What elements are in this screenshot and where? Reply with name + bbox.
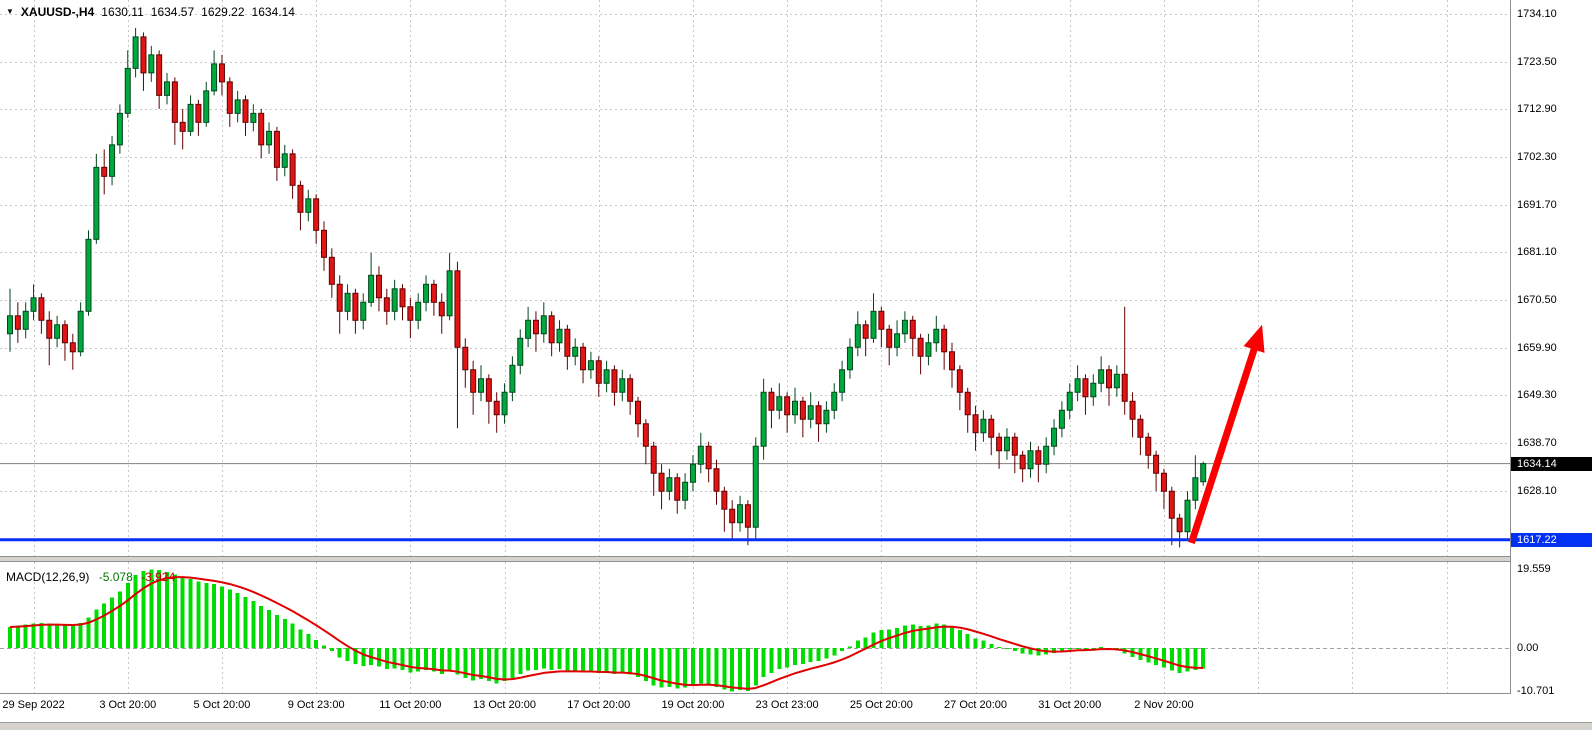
price-tick-label: 1628.10 <box>1517 484 1557 497</box>
candlestick-chart[interactable] <box>0 0 1510 556</box>
macd-indicator-pane[interactable] <box>0 562 1510 694</box>
price-tick-label: 1659.90 <box>1517 341 1557 354</box>
price-tick-label: 1702.30 <box>1517 150 1557 163</box>
time-tick-label: 17 Oct 20:00 <box>567 699 631 711</box>
price-tick-label: 1723.50 <box>1517 55 1557 68</box>
price-tick-label: 1638.70 <box>1517 437 1557 450</box>
macd-signal-value: -3.924 <box>141 570 176 584</box>
symbol-period-label: XAUUSD-,H4 <box>20 5 95 19</box>
price-tick-label: 1691.70 <box>1517 198 1557 211</box>
window-bottom-edge <box>0 722 1592 730</box>
time-tick-label: 31 Oct 20:00 <box>1038 699 1102 711</box>
macd-signal-line <box>9 576 1204 690</box>
time-tick-label: 13 Oct 20:00 <box>473 699 537 711</box>
time-tick-label: 19 Oct 20:00 <box>661 699 725 711</box>
price-tick-label: 1734.10 <box>1517 7 1557 20</box>
time-tick-label: 27 Oct 20:00 <box>944 699 1008 711</box>
support-price-tag: 1617.22 <box>1511 532 1592 547</box>
up-arrow-annotation[interactable] <box>1188 324 1265 545</box>
price-tick-label: 1649.30 <box>1517 389 1557 402</box>
quote-high: 1634.57 <box>150 5 195 19</box>
price-grid <box>0 0 1510 556</box>
price-tick-label: 1712.90 <box>1517 103 1557 116</box>
macd-value: -5.078 <box>98 570 133 584</box>
macd-name: MACD(12,26,9) <box>6 570 90 584</box>
symbol-info: ▼ XAUUSD-,H4 1630.11 1634.57 1629.22 163… <box>6 5 295 19</box>
macd-chart[interactable] <box>0 562 1510 694</box>
time-tick-label: 3 Oct 20:00 <box>99 699 157 711</box>
time-tick-label: 2 Nov 20:00 <box>1134 699 1194 711</box>
chart-menu-icon[interactable]: ▼ <box>6 7 14 16</box>
price-tick-label: 1681.10 <box>1517 246 1557 259</box>
quote-open: 1630.11 <box>101 5 144 19</box>
macd-tick-label: 19.559 <box>1517 562 1551 575</box>
time-tick-label: 11 Oct 20:00 <box>379 699 442 711</box>
macd-indicator-label: MACD(12,26,9) -5.078 -3.924 <box>6 570 175 584</box>
time-tick-label: 25 Oct 20:00 <box>849 699 913 711</box>
pane-splitter[interactable] <box>0 556 1592 562</box>
time-tick-label: 23 Oct 23:00 <box>755 699 819 711</box>
price-chart-pane[interactable]: ▼ XAUUSD-,H4 1630.11 1634.57 1629.22 163… <box>0 0 1510 556</box>
current-price-tag: 1634.14 <box>1511 456 1592 471</box>
time-axis[interactable]: 29 Sep 2022 3 Oct 20:00 5 Oct 20:00 9 Oct 2… <box>0 694 1592 722</box>
time-tick-label: 9 Oct 23:00 <box>287 699 345 711</box>
candles <box>7 27 1207 548</box>
price-tick-label: 1670.50 <box>1517 294 1557 307</box>
price-axis[interactable]: 1734.10 1723.50 1712.90 1702.30 1691.70 1681.… <box>1510 0 1592 697</box>
macd-tick-label: 0.00 <box>1517 642 1539 654</box>
quote-close: 1634.14 <box>251 5 295 19</box>
time-tick-label: 29 Sep 2022 <box>2 699 65 711</box>
quote-low: 1629.22 <box>201 5 245 19</box>
macd-histogram <box>8 569 1206 692</box>
time-tick-label: 5 Oct 20:00 <box>193 699 251 711</box>
